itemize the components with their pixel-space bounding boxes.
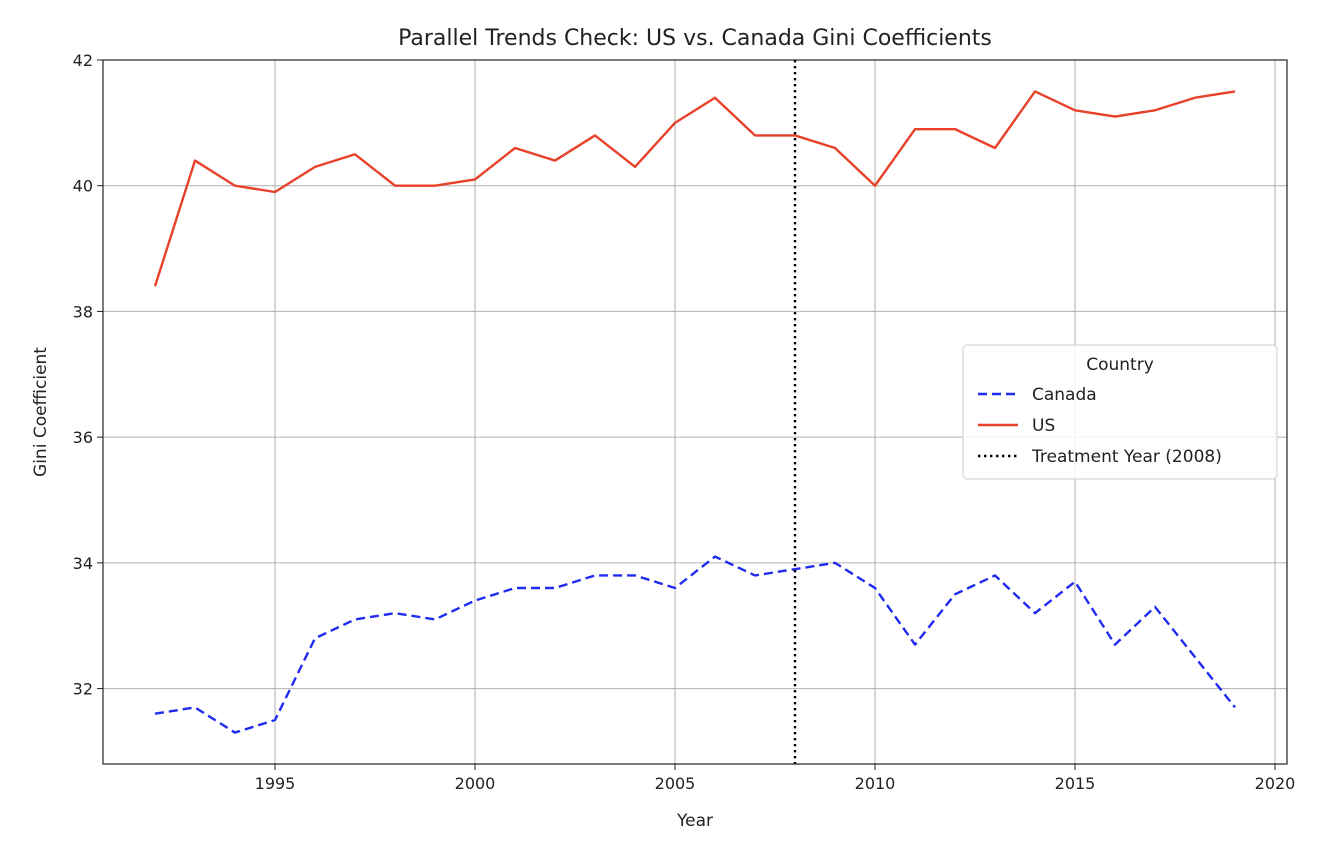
plot-frame [102,59,1288,765]
legend-label-us: US [1032,416,1055,436]
series-line-us [153,90,1236,287]
y-tick-label: 42 [73,51,93,70]
y-tick-label: 38 [73,302,93,321]
y-tick-label: 40 [73,177,93,196]
legend-title: Country [1086,355,1154,375]
x-tick-label: 2000 [455,774,496,793]
series-line-canada [154,555,1236,734]
x-tick-label: 2010 [855,774,896,793]
tick-layer: 1995 2000 2005 2010 2015 2020 32 34 36 38 40 42 [73,51,1296,793]
x-axis-label: Year [676,811,713,831]
chart-title: Parallel Trends Check: US vs. Canada Gin… [398,26,992,51]
y-tick-label: 32 [73,680,93,699]
x-tick-label: 1995 [255,774,296,793]
series-layer [153,60,1236,764]
y-axis-label: Gini Coefficient [31,347,51,477]
legend-label-canada: Canada [1032,385,1097,405]
y-tick-label: 34 [73,554,93,573]
legend-box [962,344,1278,480]
legend-label-treatment-year: Treatment Year (2008) [1031,447,1222,467]
legend: Country Canada US Treatment Year (2008) [962,344,1278,480]
y-tick-label: 36 [73,428,93,447]
x-tick-label: 2005 [655,774,696,793]
x-tick-label: 2015 [1055,774,1096,793]
x-tick-label: 2020 [1255,774,1296,793]
